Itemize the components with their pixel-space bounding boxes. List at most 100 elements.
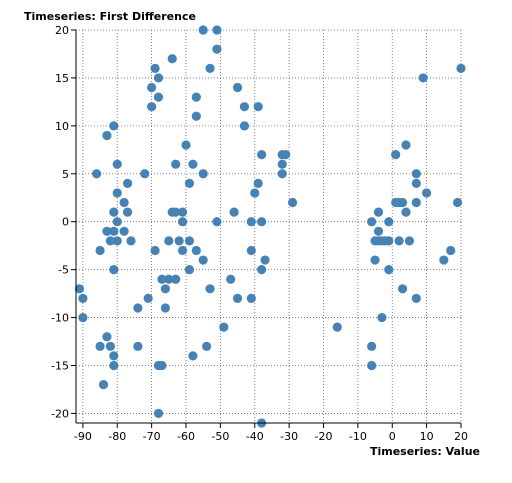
data-point xyxy=(277,159,287,169)
data-point xyxy=(177,217,188,227)
data-point xyxy=(109,226,119,236)
data-point xyxy=(177,207,188,217)
data-point xyxy=(229,207,239,217)
data-point xyxy=(367,217,377,227)
grid xyxy=(76,29,462,423)
data-point xyxy=(367,360,377,371)
data-point xyxy=(171,274,181,284)
data-point xyxy=(133,341,143,351)
data-point xyxy=(78,312,88,323)
data-point xyxy=(246,293,256,303)
data-point xyxy=(92,169,102,179)
data-point xyxy=(373,207,384,217)
data-point xyxy=(281,150,291,160)
x-tick-label: 0 xyxy=(389,430,396,443)
y-tick-label: 5 xyxy=(62,168,69,181)
data-point xyxy=(401,140,411,150)
data-point xyxy=(122,178,133,188)
data-point xyxy=(112,236,122,246)
data-point xyxy=(119,197,129,208)
y-tick-label: -20 xyxy=(51,407,69,420)
data-point xyxy=(422,188,432,198)
y-tick-label: -15 xyxy=(51,359,69,372)
data-point xyxy=(143,293,153,303)
y-tick-label: 20 xyxy=(55,24,69,37)
data-point xyxy=(102,130,112,141)
data-point xyxy=(150,245,160,256)
data-point xyxy=(212,44,222,54)
data-point xyxy=(105,236,115,246)
data-point xyxy=(260,255,270,265)
data-point xyxy=(212,25,222,35)
data-point xyxy=(287,197,298,208)
data-point xyxy=(226,274,236,284)
data-point xyxy=(164,274,174,284)
data-point xyxy=(188,351,198,361)
data-point xyxy=(439,255,449,265)
x-tick-label: -10 xyxy=(349,430,367,443)
data-point xyxy=(232,82,243,93)
data-point xyxy=(219,322,229,332)
data-point xyxy=(239,102,250,112)
data-point xyxy=(109,360,119,371)
data-point xyxy=(112,159,122,169)
data-point xyxy=(384,265,394,275)
x-tick-label: -50 xyxy=(211,430,229,443)
y-tick-label: -10 xyxy=(51,312,69,325)
data-point xyxy=(397,197,408,208)
data-point xyxy=(384,236,394,246)
x-tick-label: -70 xyxy=(143,430,161,443)
data-point xyxy=(456,63,466,73)
x-tick-label: -30 xyxy=(280,430,298,443)
data-point xyxy=(140,169,150,179)
y-tick-label: -5 xyxy=(58,264,69,277)
data-point xyxy=(153,408,164,419)
x-tick-label: -60 xyxy=(177,430,195,443)
data-point xyxy=(109,265,119,275)
data-point xyxy=(102,332,112,342)
data-point xyxy=(411,169,421,179)
x-tick-label: -90 xyxy=(74,430,92,443)
data-points xyxy=(74,25,466,428)
data-point xyxy=(239,121,250,131)
data-point xyxy=(171,159,181,169)
data-point xyxy=(257,265,267,275)
data-point xyxy=(198,255,208,265)
data-point xyxy=(119,226,129,236)
data-point xyxy=(160,303,170,313)
data-point xyxy=(198,25,208,35)
axes: -90 -80 -70 -60 -50 -40 -30 -20 -10 0 10 20-20-15-1… xyxy=(51,24,468,443)
data-point xyxy=(112,188,122,198)
data-point xyxy=(246,245,256,256)
data-point xyxy=(253,178,263,188)
data-point xyxy=(253,102,263,112)
data-point xyxy=(150,63,160,73)
data-point xyxy=(212,217,222,227)
data-point xyxy=(191,245,201,256)
y-tick-label: 0 xyxy=(62,216,69,229)
data-point xyxy=(153,73,164,83)
data-point xyxy=(105,341,115,351)
data-point xyxy=(452,197,463,208)
data-point xyxy=(198,169,208,179)
data-point xyxy=(184,236,195,246)
data-point xyxy=(102,226,112,236)
y-tick-label: 10 xyxy=(55,120,69,133)
data-point xyxy=(160,284,170,294)
data-point xyxy=(109,351,119,361)
data-point xyxy=(122,207,133,217)
data-point xyxy=(250,188,260,198)
data-point xyxy=(188,159,198,169)
data-point xyxy=(277,169,287,179)
data-point xyxy=(411,293,421,303)
data-point xyxy=(401,207,411,217)
data-point xyxy=(147,82,157,93)
data-point xyxy=(411,197,421,208)
data-point xyxy=(133,303,143,313)
data-point xyxy=(157,360,167,371)
data-point xyxy=(171,207,181,217)
data-point xyxy=(78,293,88,303)
data-point xyxy=(205,63,215,73)
data-point xyxy=(384,217,394,227)
